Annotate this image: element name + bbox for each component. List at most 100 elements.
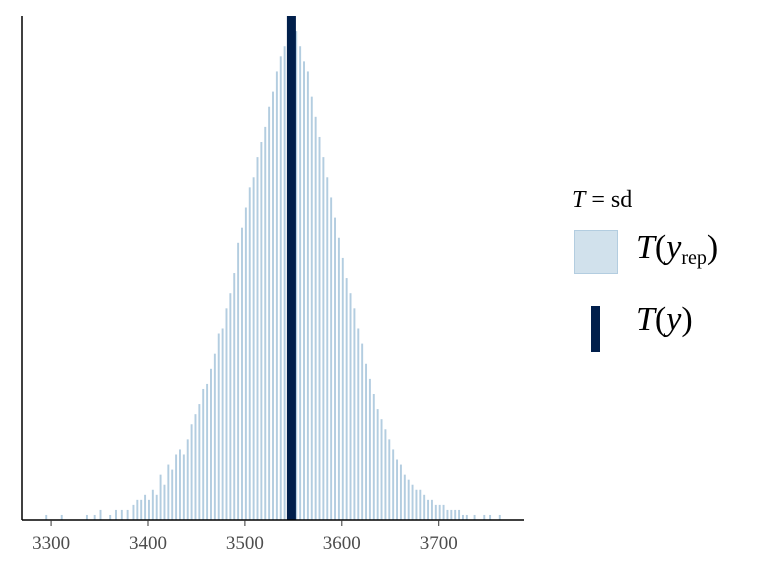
histogram-bar <box>446 509 449 520</box>
legend-title-variable: T <box>572 187 586 213</box>
histogram-bar <box>345 278 348 520</box>
histogram-bar <box>147 499 150 520</box>
histogram-bar <box>334 217 336 520</box>
histogram-bar <box>380 419 383 520</box>
histogram-bar <box>275 71 278 520</box>
histogram-bar <box>186 439 189 520</box>
histogram-bar <box>357 328 360 520</box>
histogram-bar <box>256 157 259 520</box>
histogram-bar <box>450 509 453 520</box>
histogram-bar <box>310 96 313 520</box>
histogram-bar <box>427 499 430 520</box>
histogram-bar <box>144 494 147 520</box>
observed-statistic <box>286 16 296 520</box>
histogram-bar <box>392 449 395 520</box>
histogram-bar <box>99 509 102 520</box>
histogram-bar <box>132 504 135 520</box>
histogram-bar <box>368 378 371 520</box>
histogram-bar <box>221 328 224 520</box>
histogram-bar <box>217 333 220 520</box>
histogram-bar <box>349 293 352 520</box>
x-axis-ticks: 3300 3400 3500 3600 3700 <box>32 520 458 554</box>
histogram-bar <box>411 484 414 520</box>
histogram-bar <box>179 449 181 520</box>
histogram-bar <box>252 177 255 520</box>
x-tick-label: 3400 <box>129 533 167 554</box>
histogram-bar <box>403 474 406 520</box>
histogram-bar <box>171 469 174 520</box>
histogram-bar <box>314 116 317 521</box>
legend: T = sd T(yrep) T(y) <box>572 182 762 362</box>
legend-label-replicates: T(yrep) <box>636 229 719 269</box>
observed-statistic-line <box>286 16 296 520</box>
histogram-bar <box>388 439 391 520</box>
histogram-bar <box>498 514 501 520</box>
histogram-bar <box>202 388 205 520</box>
histogram-bar <box>260 142 263 520</box>
histogram-bar <box>458 509 461 520</box>
histogram-bar <box>60 514 63 520</box>
histogram-bar <box>237 242 240 521</box>
histogram-bar <box>454 509 457 520</box>
histogram-bar <box>210 368 212 520</box>
histogram-bar <box>322 157 325 520</box>
legend-label-observed: T(y) <box>636 301 693 338</box>
histogram-bar <box>473 514 476 520</box>
legend-title-equation: = sd <box>585 187 633 213</box>
histogram-bar <box>248 187 251 521</box>
histogram-bar <box>318 136 321 520</box>
histogram-bar <box>465 514 468 520</box>
histogram-bar <box>115 509 117 520</box>
histogram-bar <box>109 514 112 520</box>
histogram-bar <box>461 514 464 520</box>
legend-item-replicates: T(yrep) <box>572 218 762 290</box>
histogram-bar <box>337 237 340 520</box>
histogram-bar <box>241 227 243 520</box>
histogram-bar <box>361 343 364 520</box>
histogram-bar <box>442 504 445 520</box>
histogram-bar <box>483 514 486 520</box>
histogram-bar <box>438 504 441 520</box>
histogram-bar <box>264 126 267 520</box>
histogram-bar <box>126 509 129 520</box>
histogram-bars <box>45 21 501 521</box>
histogram-bar <box>136 499 139 520</box>
histogram-bar <box>365 363 368 520</box>
histogram-bar <box>303 61 305 521</box>
histogram-bar <box>167 464 170 520</box>
histogram-bar <box>194 414 197 520</box>
histogram-bar <box>93 514 96 520</box>
histogram-bar <box>299 46 302 521</box>
histogram-bar <box>151 489 154 520</box>
histogram-bar <box>423 494 426 520</box>
histogram-bar <box>376 409 379 520</box>
histogram-bar <box>206 383 209 520</box>
histogram-bar <box>190 424 193 520</box>
x-tick-label: 3300 <box>32 533 70 554</box>
histogram-bar <box>120 509 123 520</box>
histogram-bar <box>279 56 282 520</box>
histogram-bar <box>182 454 185 520</box>
histogram-bar <box>384 429 387 520</box>
histogram-bar <box>407 479 410 520</box>
histogram-bar <box>341 257 344 520</box>
histogram-bar <box>430 499 433 520</box>
histogram-bar <box>225 308 228 520</box>
histogram-bar <box>244 207 247 520</box>
x-tick-label: 3500 <box>226 533 264 554</box>
histogram-bar <box>399 464 402 520</box>
histogram-bar <box>155 494 158 520</box>
histogram-bar <box>268 106 271 520</box>
histogram-bar <box>45 514 48 520</box>
x-tick-label: 3700 <box>420 533 458 554</box>
histogram-bar <box>326 177 329 520</box>
histogram-bar <box>175 454 178 520</box>
histogram-bar <box>434 504 437 520</box>
histogram-bar <box>198 404 201 520</box>
histogram-bar <box>489 514 492 520</box>
histogram-bar <box>415 489 418 520</box>
histogram-bar <box>295 31 298 521</box>
histogram-bar <box>396 459 399 520</box>
histogram-bar <box>85 514 88 520</box>
